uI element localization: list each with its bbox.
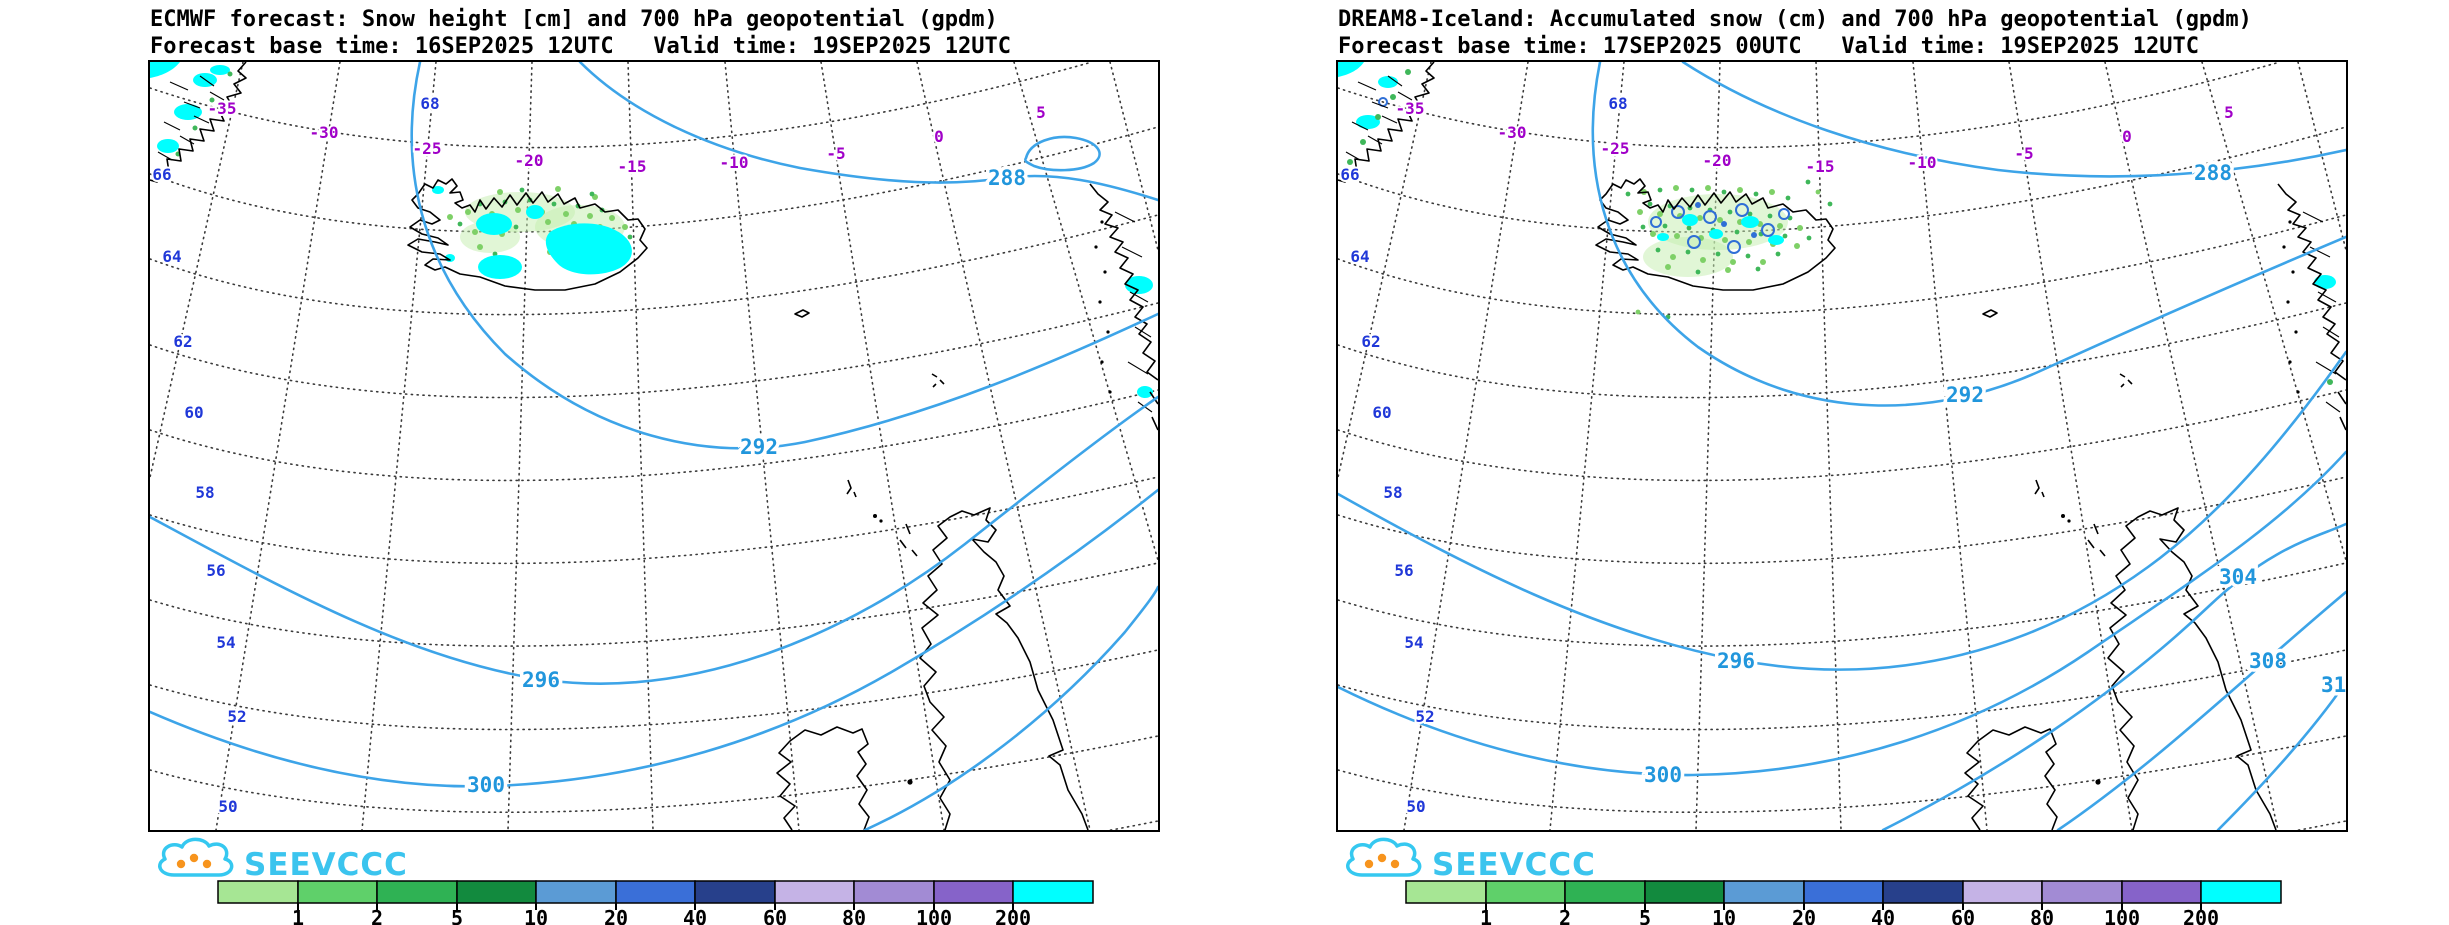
contour-312 [2216,680,2346,830]
contour-296 [1338,350,2346,671]
contour-288 [578,62,1158,202]
snow-field-dream8 [1338,62,2336,385]
panel-ecmwf: ECMWF forecast: Snow height [cm] and 700… [148,0,1160,925]
contour-label-288: 288 [988,166,1026,190]
map-frame-dream8: 288 292 296 300 304 308 312 [1336,60,2348,832]
contour-304-unlabeled [863,585,1158,830]
contour-304 [1881,522,2346,830]
page-title: DREAM8-Iceland: Accumulated snow (cm) an… [1338,7,2252,32]
contour-label-300: 300 [467,773,505,797]
contour-label-312: 312 [2321,673,2346,697]
map-frame-ecmwf: 288 292 296 300 [148,60,1160,832]
contour-label-288: 288 [2194,161,2232,185]
forecast-times: Forecast base time: 17SEP2025 00UTC Vali… [1338,34,2199,59]
contour-292 [1591,62,2346,407]
footer-dream8 [1346,837,2283,925]
footer-ecmwf [158,837,1095,925]
weather-map-ecmwf: 288 292 296 300 [150,62,1158,830]
contour-labels: 288 292 296 300 [464,163,1030,801]
weather-map-dream8: 288 292 296 300 304 308 312 [1338,62,2346,830]
contour-292 [410,62,1158,450]
contour-308 [2056,590,2346,830]
panel-header: ECMWF forecast: Snow height [cm] and 700… [150,6,1011,60]
panel-header: DREAM8-Iceland: Accumulated snow (cm) an… [1338,6,2252,60]
contour-300 [1338,450,2346,777]
contour-288-loop [1024,135,1101,172]
contour-label-308: 308 [2249,649,2287,673]
contour-296 [150,395,1158,685]
snow-field-ecmwf [150,62,1153,398]
contour-label-304: 304 [2219,565,2257,589]
page-title: ECMWF forecast: Snow height [cm] and 700… [150,7,998,32]
contour-label-292: 292 [740,435,778,459]
contour-label-292: 292 [1946,383,1984,407]
geopotential-contours [1338,62,2346,830]
contour-label-296: 296 [522,668,560,692]
contour-288 [1681,62,2346,178]
contour-label-300: 300 [1644,763,1682,787]
contour-labels: 288 292 296 300 304 308 312 [1641,158,2346,791]
contour-300 [150,488,1158,788]
contour-label-296: 296 [1717,649,1755,673]
panel-dream8: DREAM8-Iceland: Accumulated snow (cm) an… [1336,0,2348,925]
geopotential-contours [150,62,1158,830]
forecast-times: Forecast base time: 16SEP2025 12UTC Vali… [150,34,1011,59]
